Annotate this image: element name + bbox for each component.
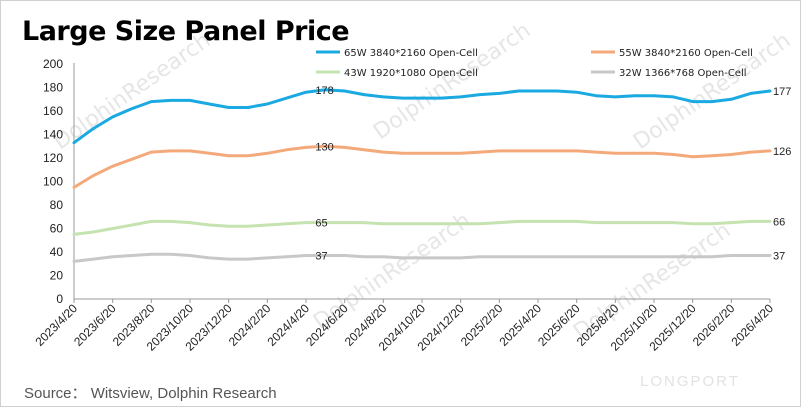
y-tick-label: 120 [43,151,63,165]
data-label: 37 [315,251,327,263]
data-label: 37 [773,251,785,263]
series-line-2 [72,219,772,236]
y-tick-label: 40 [50,245,64,259]
y-tick-label: 140 [43,128,63,142]
y-tick-label: 0 [56,292,63,306]
data-label: 177 [773,86,791,98]
y-tick-label: 60 [50,222,64,236]
y-tick-label: 200 [43,57,63,71]
brand-watermark: LONGPORT [640,373,740,390]
y-tick-label: 160 [43,104,63,118]
y-tick-label: 180 [43,81,63,95]
y-tick-label: 100 [43,175,63,189]
x-tick-label: 2026/4/20 [728,301,776,349]
data-label: 126 [773,146,791,158]
legend: 65W 3840*2160 Open-Cell 55W 3840*2160 Ope… [316,48,753,79]
chart-source: Source： Witsview, Dolphin Research [24,385,277,402]
series-layer: 178 177 130 126 65 66 37 37 [72,85,791,263]
legend-label: 55W 3840*2160 Open-Cell [619,48,753,59]
watermark-text: DolphinResearch [369,18,535,145]
data-label: 178 [315,85,333,97]
legend-label: 65W 3840*2160 Open-Cell [344,48,478,59]
legend-item: 55W 3840*2160 Open-Cell [591,48,753,59]
legend-item: 43W 1920*1080 Open-Cell [316,68,478,79]
y-tick-label: 20 [50,269,64,283]
legend-label: 32W 1366*768 Open-Cell [619,68,747,79]
legend-item: 32W 1366*768 Open-Cell [591,68,747,79]
series-line-0 [72,88,772,145]
y-tick-label: 80 [50,198,64,212]
data-label: 66 [773,216,785,228]
legend-label: 43W 1920*1080 Open-Cell [344,68,478,79]
chart-title: Large Size Panel Price [22,16,350,47]
data-label: 65 [315,218,327,230]
series-line-1 [72,144,772,189]
data-label: 130 [315,141,333,153]
series-line-3 [72,252,772,263]
legend-item: 65W 3840*2160 Open-Cell [316,48,478,59]
